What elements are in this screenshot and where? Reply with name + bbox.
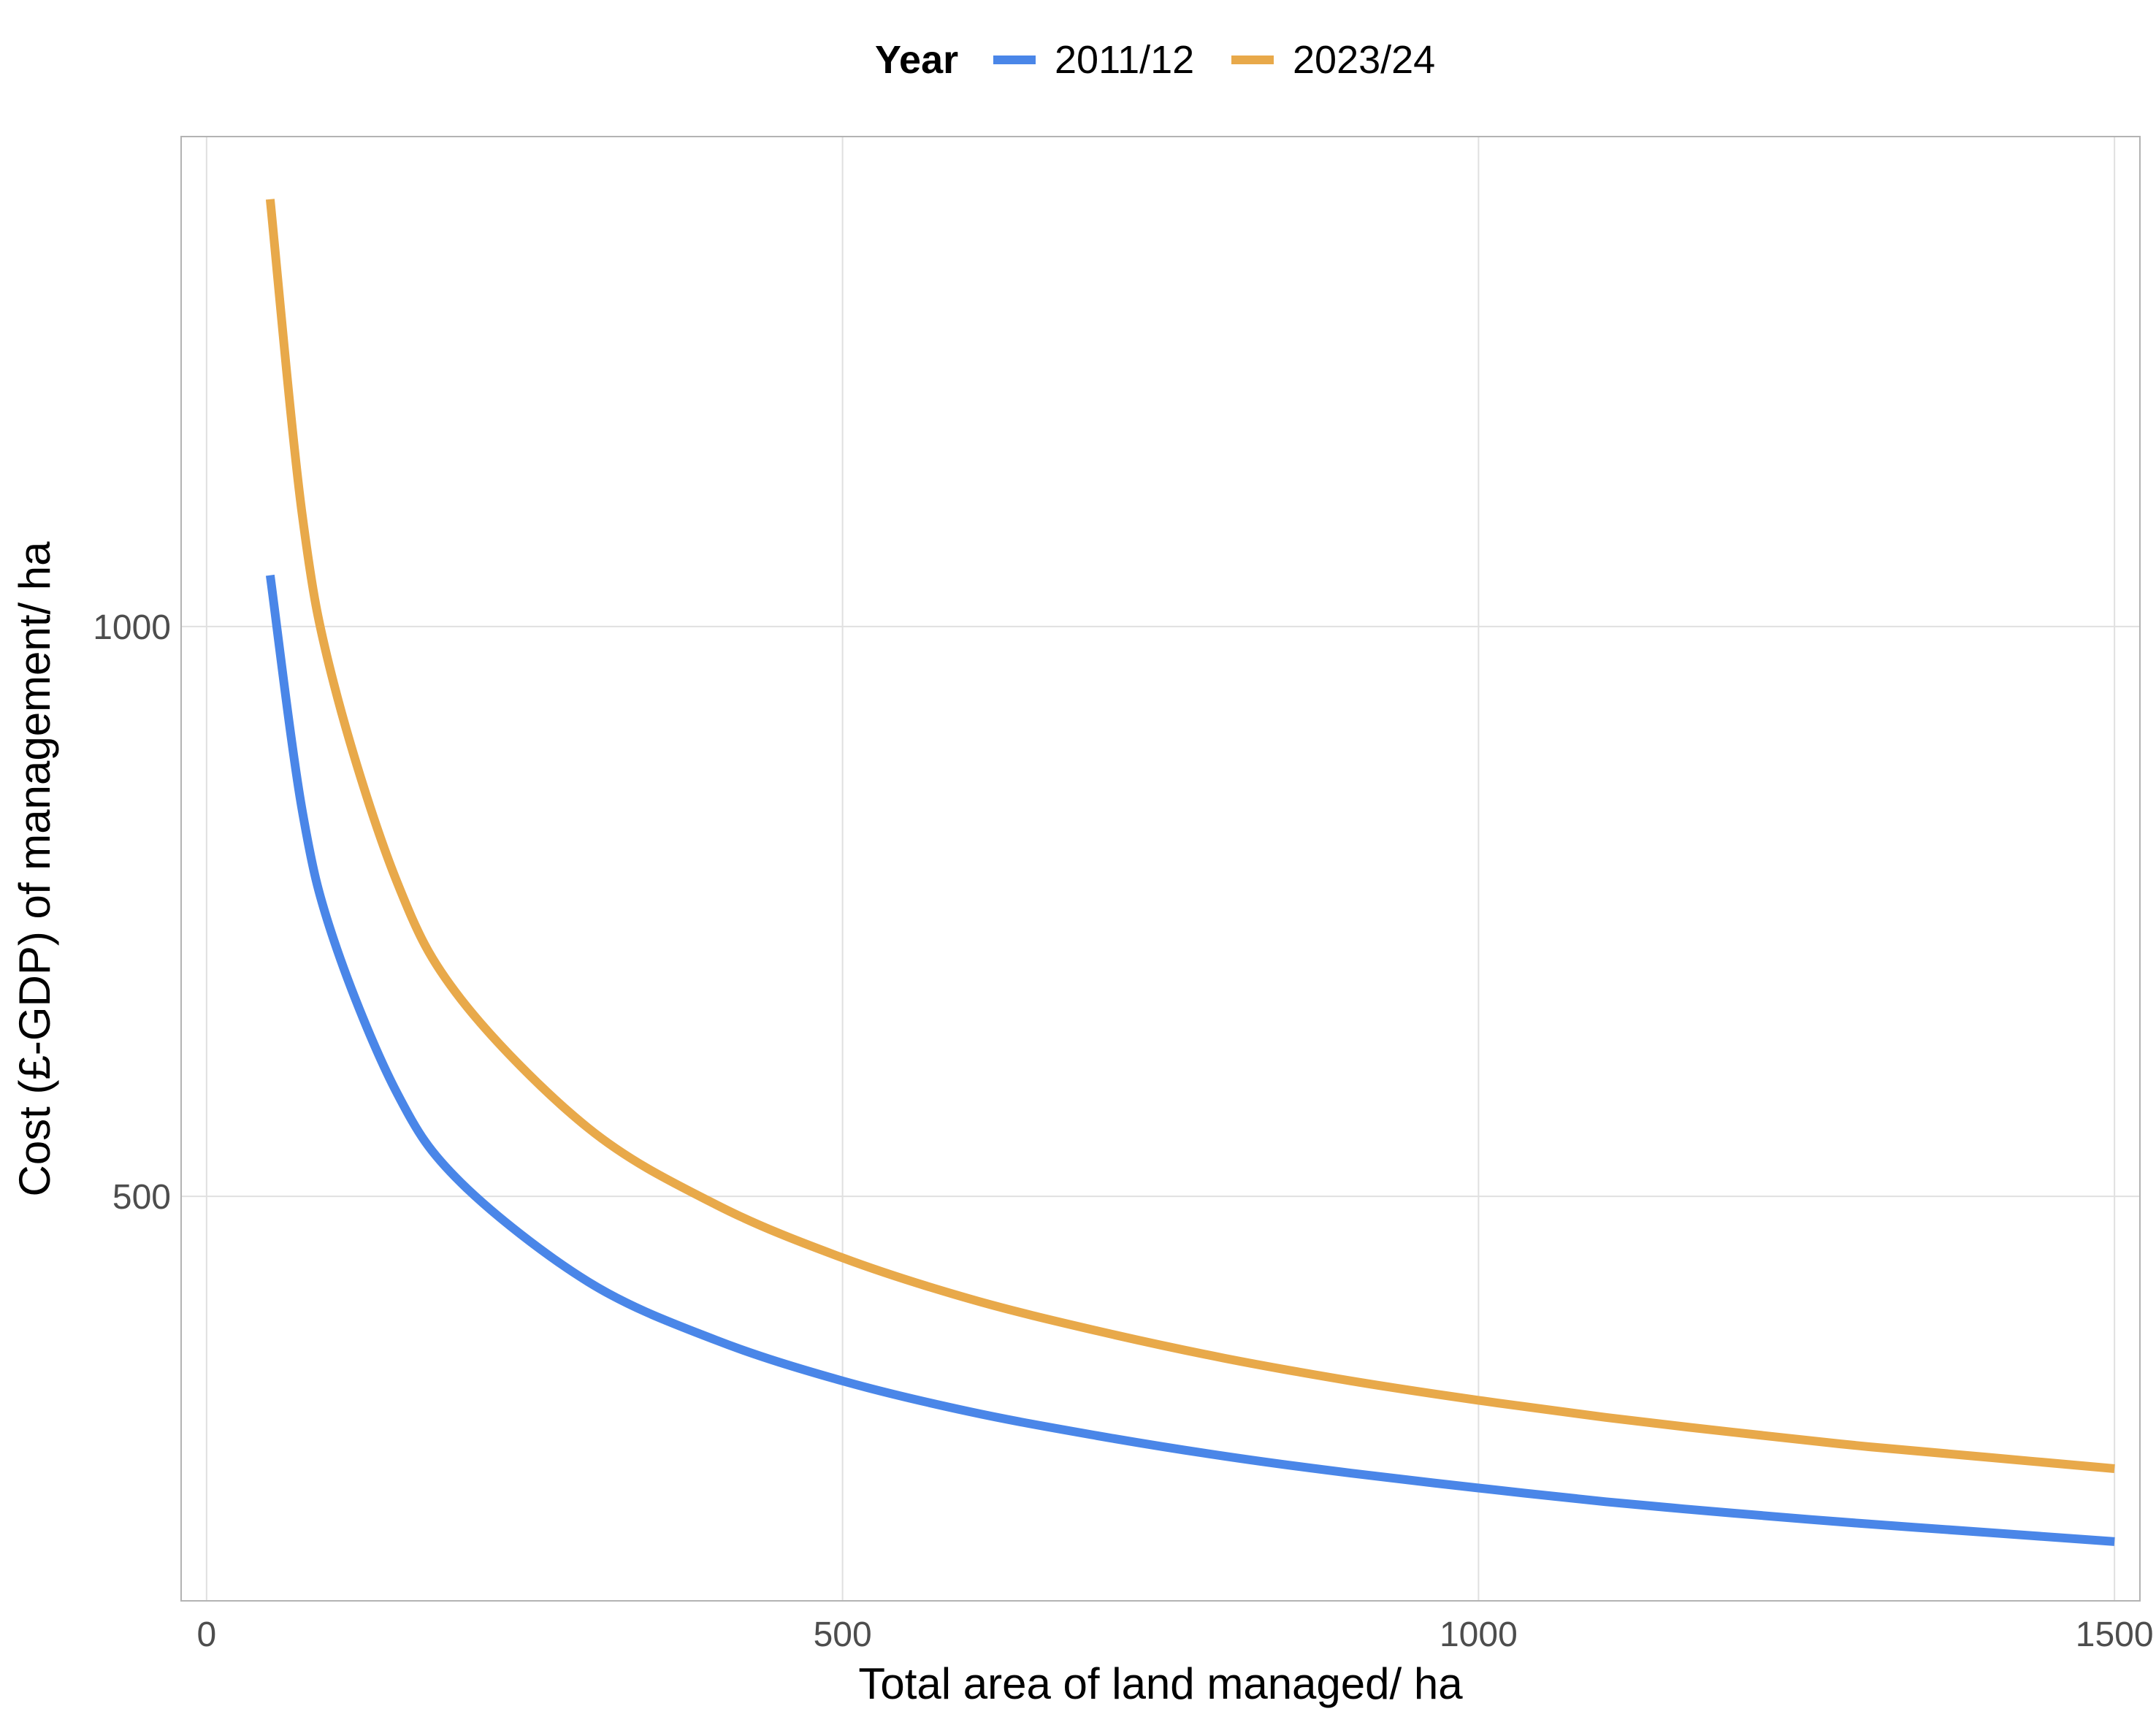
- series-line-2011-12: [265, 574, 2115, 1546]
- legend-title: Year: [875, 38, 958, 82]
- y-tick-label: 500: [112, 1178, 171, 1217]
- x-tick-label: 500: [814, 1615, 872, 1654]
- y-tick-labels: 500 1000: [93, 608, 171, 1217]
- legend: Year 2011/12 2023/24: [875, 38, 1435, 82]
- x-tick-label: 0: [196, 1615, 216, 1654]
- x-axis-title: Total area of land managed/ ha: [858, 1659, 1463, 1708]
- legend-label-2023-24: 2023/24: [1293, 38, 1435, 82]
- plot-panel-border: [180, 136, 2141, 1602]
- x-tick-labels: 0 500 1000 1500: [196, 1615, 2153, 1654]
- x-tick-label: 1000: [1440, 1615, 1518, 1654]
- series-lines: [265, 199, 2115, 1546]
- y-tick-label: 1000: [93, 608, 171, 647]
- series-line-2023-24: [265, 199, 2115, 1473]
- legend-label-2011-12: 2011/12: [1055, 38, 1194, 82]
- y-axis-title: Cost (£-GDP) of management/ ha: [10, 541, 59, 1197]
- gridlines: [181, 137, 2140, 1601]
- x-tick-label: 1500: [2076, 1615, 2154, 1654]
